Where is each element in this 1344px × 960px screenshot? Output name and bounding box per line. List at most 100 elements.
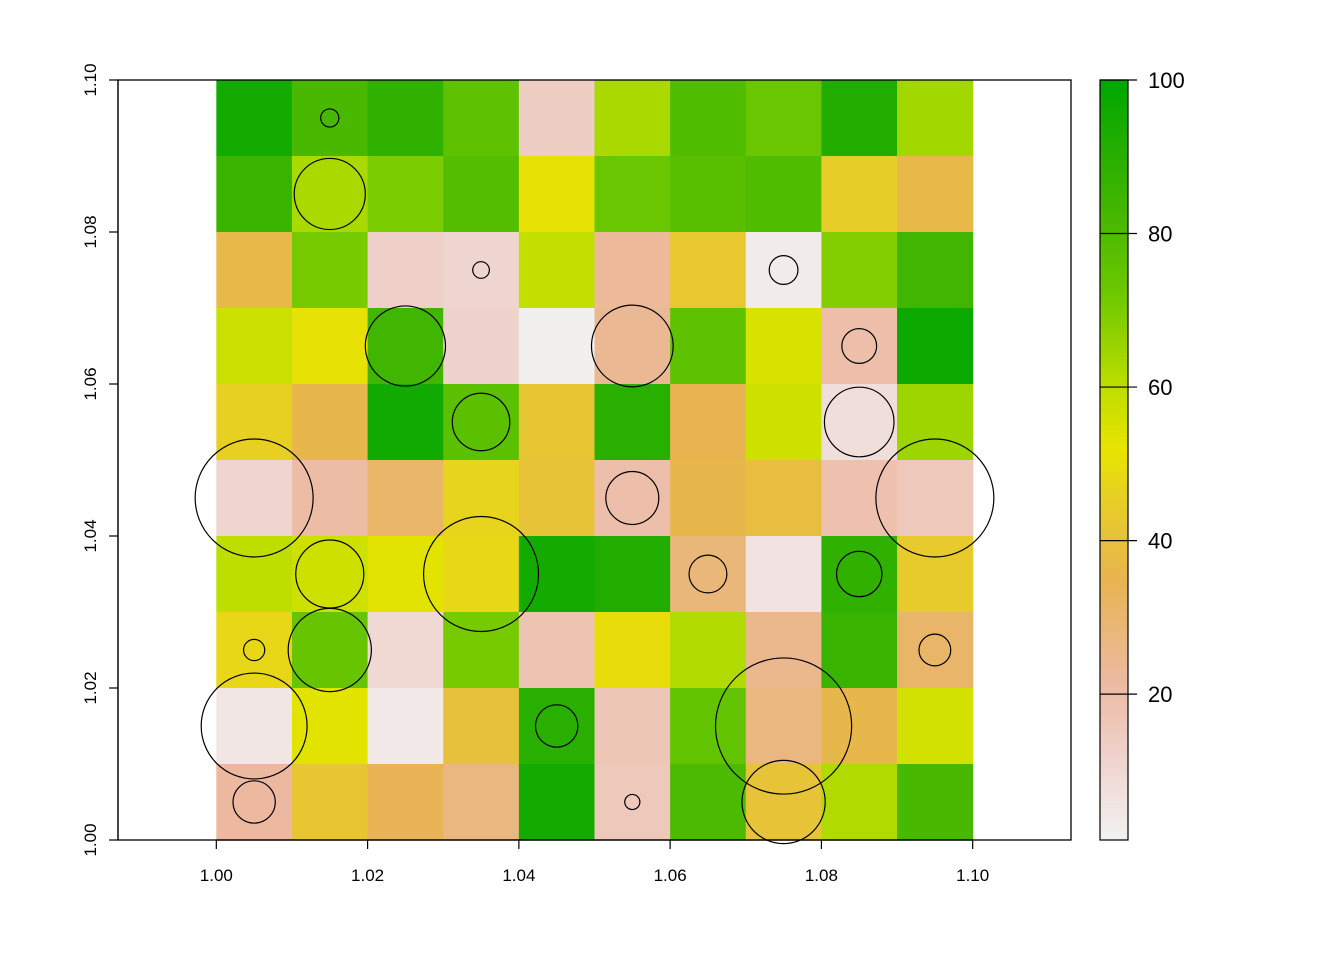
legend-swatch [1100,260,1128,265]
legend-swatch [1100,372,1128,377]
legend-swatch [1100,352,1128,357]
legend-swatch [1100,696,1128,701]
raster-cell [897,156,974,233]
x-tick-label: 1.10 [956,866,989,885]
legend-swatch [1100,432,1128,437]
legend-swatch [1100,456,1128,461]
legend-swatch [1100,244,1128,249]
legend-swatch [1100,80,1128,85]
legend-swatch [1100,592,1128,597]
raster-cell [897,80,974,157]
raster-cell [745,156,823,233]
legend-swatch [1100,160,1128,165]
legend-swatch [1100,620,1128,625]
legend-swatch [1100,588,1128,593]
circle-marker [823,386,895,458]
raster-cell [594,688,671,765]
raster-cell [291,688,369,765]
raster-cell [745,764,823,841]
legend-swatch [1100,108,1128,113]
legend-swatch [1100,536,1128,541]
raster-cell [745,232,823,309]
raster-cell [443,384,520,461]
legend-swatch [1100,728,1128,733]
raster-cell [443,156,520,233]
legend-swatch [1100,416,1128,421]
legend-swatch [1100,484,1128,489]
legend-swatch [1100,512,1128,517]
legend-swatch [1100,404,1128,409]
raster-cell [745,384,823,461]
raster-cell [367,232,444,309]
raster-cell [443,612,520,689]
legend-swatch [1100,672,1128,677]
circle-marker [194,438,314,558]
raster-cell [821,232,898,309]
legend-swatch [1100,148,1128,153]
raster-cell [745,460,823,537]
raster-cell [367,688,444,765]
legend-swatch [1100,784,1128,789]
raster-cell [291,612,369,689]
legend-swatch [1100,248,1128,253]
x-axis: 1.00 1.02 1.04 1.06 1.08 1.10 [200,839,989,885]
legend-swatch [1100,428,1128,433]
raster-cell [518,156,596,233]
raster-cell [443,460,520,537]
legend-swatch [1100,284,1128,289]
legend-tick-label: 40 [1148,529,1172,554]
legend-swatch [1100,220,1128,225]
legend-swatch [1100,724,1128,729]
legend-swatch [1100,208,1128,213]
legend-swatch [1100,700,1128,705]
legend-swatch [1100,628,1128,633]
legend-swatch [1100,604,1128,609]
raster-cell [745,536,823,613]
legend-swatch [1100,800,1128,805]
legend-swatch [1100,400,1128,405]
legend-swatch [1100,396,1128,401]
raster-cell [291,156,369,233]
legend-swatch [1100,264,1128,269]
legend-swatch [1100,216,1128,221]
x-tick-label: 1.08 [805,866,838,885]
x-tick-label: 1.00 [200,866,233,885]
legend-swatch [1100,356,1128,361]
legend-swatch [1100,364,1128,369]
legend-swatch [1100,412,1128,417]
legend-swatch [1100,424,1128,429]
raster-cell [367,308,444,385]
circle-marker [287,607,372,693]
circle-marker [714,657,853,795]
legend-swatch [1100,576,1128,581]
circle-marker [918,633,952,667]
legend-swatch [1100,704,1128,709]
legend-swatch [1100,624,1128,629]
legend-swatch [1100,752,1128,757]
raster-cell [291,460,369,537]
legend-swatch [1100,192,1128,197]
raster-cell [443,764,520,841]
legend-swatch [1100,748,1128,753]
raster-cell [291,80,369,157]
legend-swatch [1100,772,1128,777]
legend-swatch [1100,660,1128,665]
raster-cell [216,688,293,765]
legend-swatch [1100,812,1128,817]
legend-swatch [1100,252,1128,257]
raster-cell [443,80,520,157]
legend-tick-label: 80 [1148,222,1172,247]
legend-swatch [1100,640,1128,645]
legend-swatch [1100,328,1128,333]
legend-swatch [1100,688,1128,693]
raster-cell [291,384,369,461]
legend-swatch [1100,380,1128,385]
legend-swatch [1100,420,1128,425]
legend-swatch [1100,648,1128,653]
legend-swatch [1100,228,1128,233]
raster-cell [367,80,444,157]
legend-swatch [1100,568,1128,573]
legend-swatch [1100,584,1128,589]
raster-cell [216,156,293,233]
legend-swatch [1100,172,1128,177]
